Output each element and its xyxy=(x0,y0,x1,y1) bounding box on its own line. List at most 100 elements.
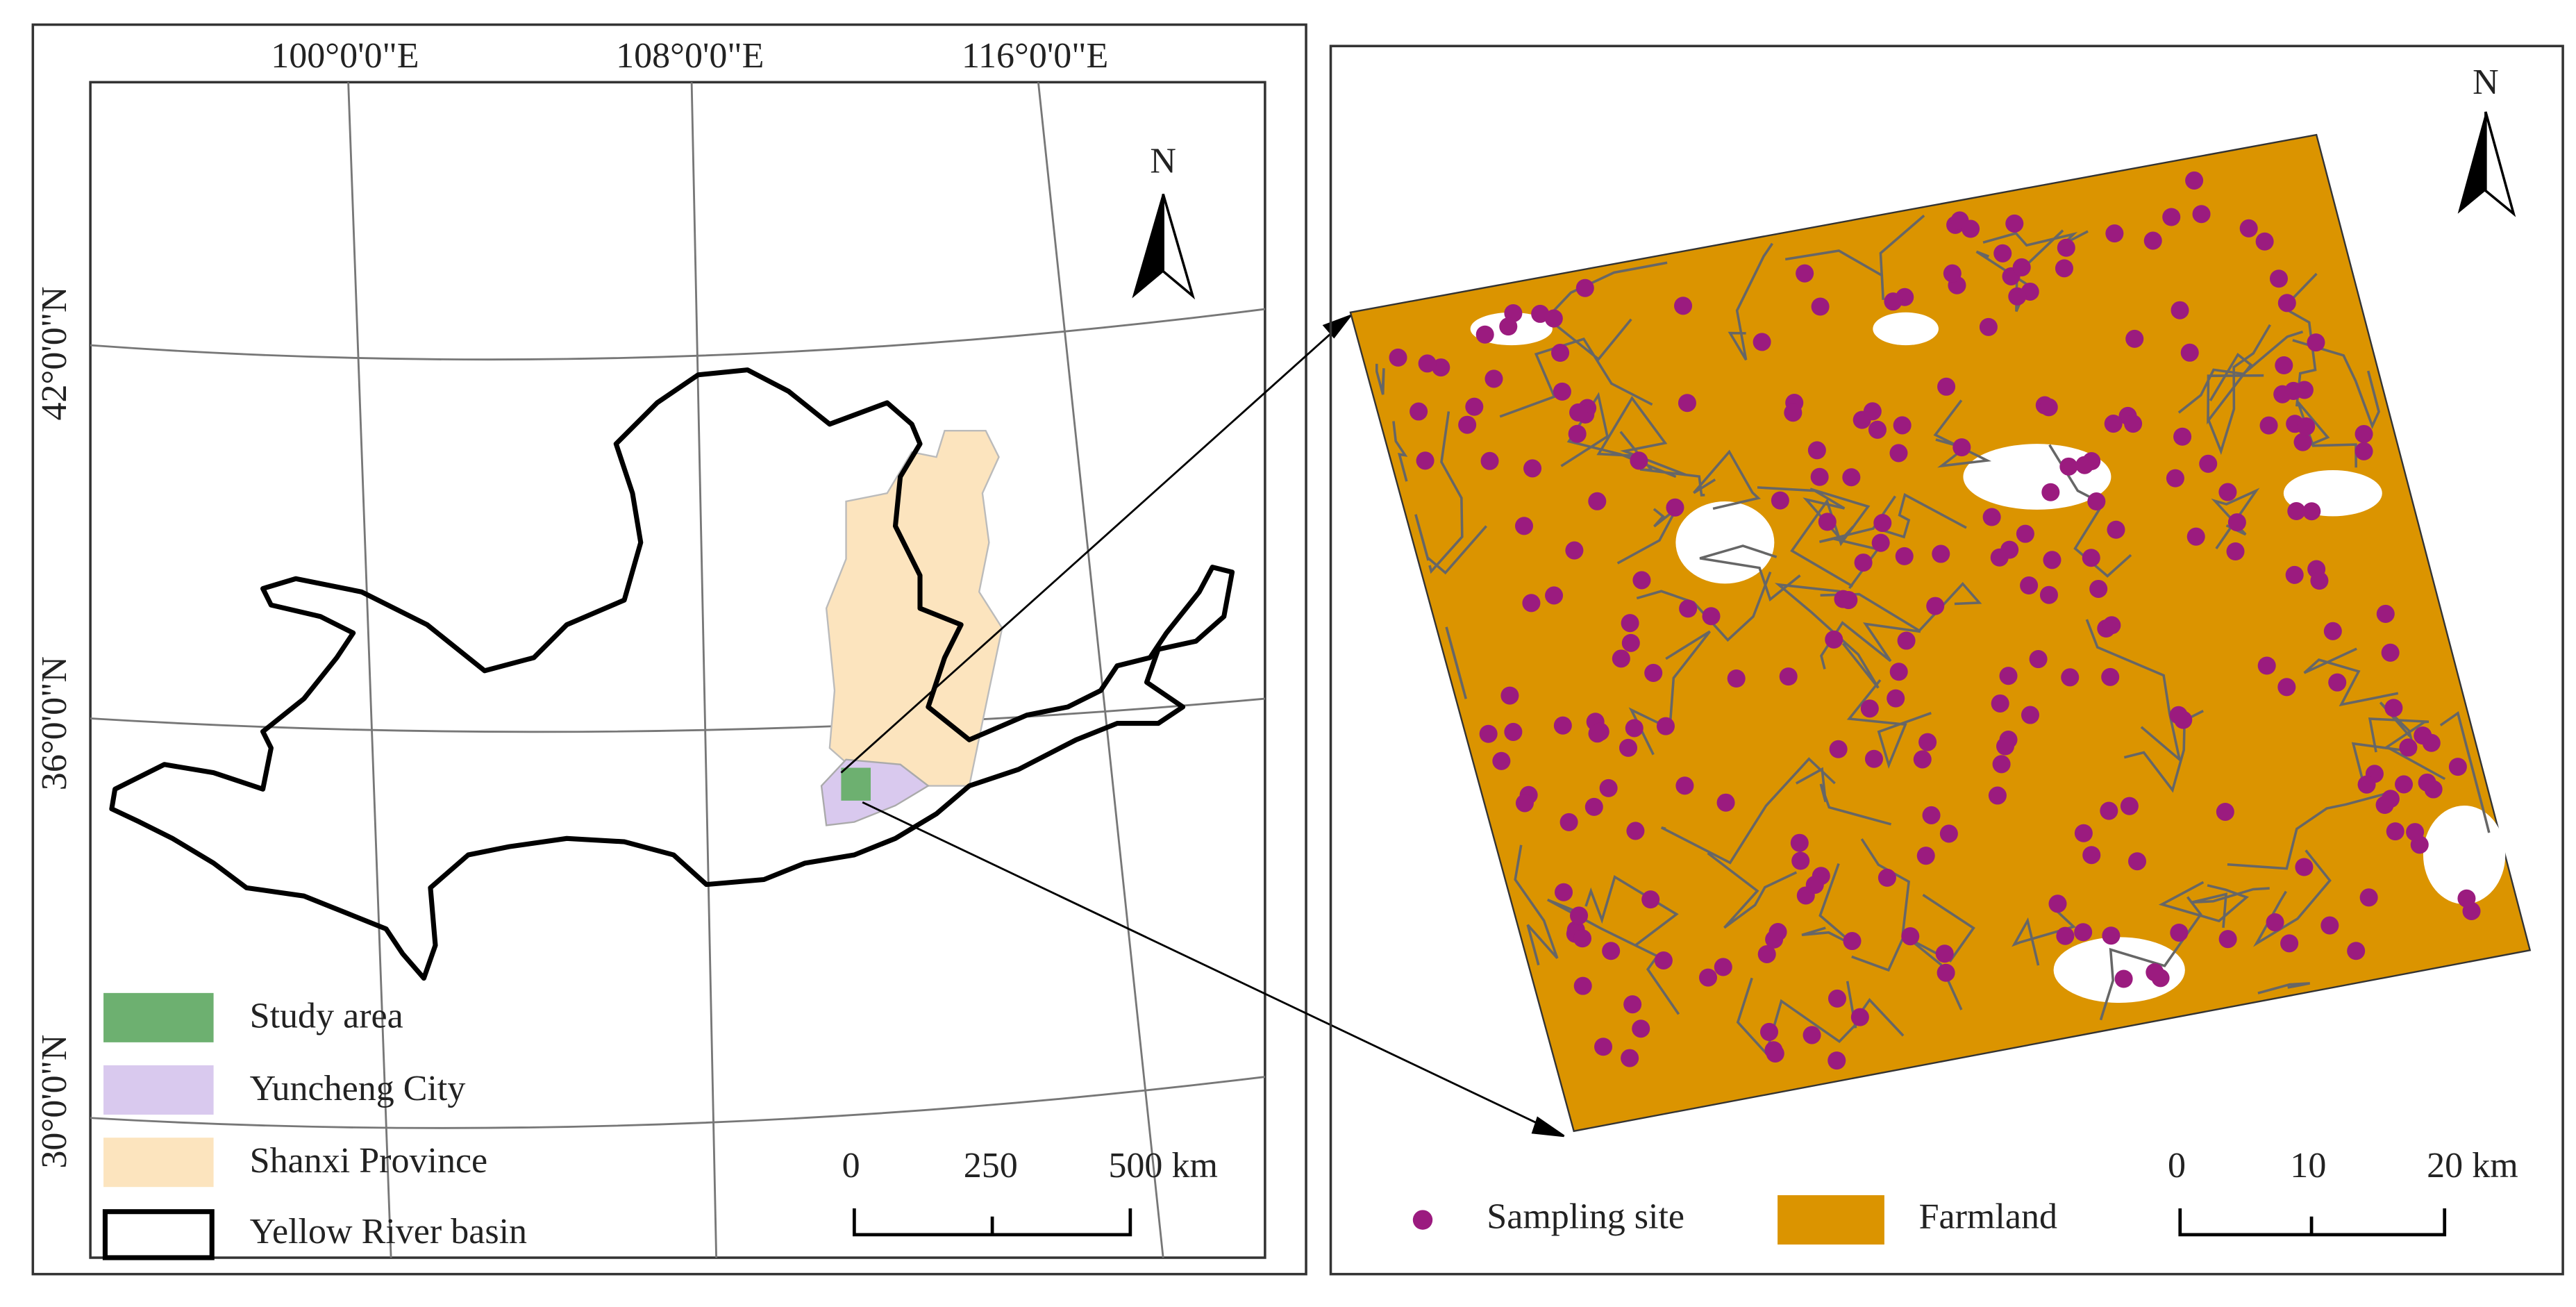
sampling-site xyxy=(2075,456,2094,474)
sampling-site xyxy=(1410,402,1428,421)
scale-bar xyxy=(852,1208,1132,1237)
sampling-site xyxy=(2128,852,2147,871)
parcel-line xyxy=(1545,261,1668,361)
longitude-label: 108°0'0"E xyxy=(616,36,764,76)
sampling-site xyxy=(2257,656,2276,675)
legend-swatch xyxy=(1412,1210,1433,1230)
legend-label: Yuncheng City xyxy=(250,1069,466,1108)
sampling-site xyxy=(1991,694,2009,713)
sampling-site xyxy=(1913,750,1932,769)
sampling-site xyxy=(2169,706,2188,724)
sampling-site xyxy=(1839,591,1858,610)
parallel xyxy=(90,308,1266,361)
sampling-site xyxy=(2166,469,2184,488)
legend-swatch xyxy=(103,992,214,1042)
sampling-site xyxy=(2418,773,2436,792)
sampling-site xyxy=(2328,673,2347,692)
sampling-site xyxy=(1432,358,1450,377)
sampling-site xyxy=(1893,416,1912,435)
sampling-site xyxy=(1630,451,1648,470)
sampling-site xyxy=(1500,686,1519,705)
connector-line xyxy=(840,318,1348,774)
hole xyxy=(2053,937,2185,1004)
sampling-site xyxy=(1612,649,1630,668)
sampling-site xyxy=(1988,786,2007,805)
sampling-site xyxy=(2041,483,2060,501)
sampling-site xyxy=(1559,813,1578,831)
sampling-site xyxy=(2114,969,2133,988)
sampling-site xyxy=(1619,738,1638,757)
sampling-site xyxy=(2101,667,2120,686)
sampling-site xyxy=(1514,517,1534,535)
sampling-site xyxy=(1887,689,1905,708)
sampling-site xyxy=(1569,403,1588,422)
sampling-site xyxy=(2055,259,2073,278)
parcel-line xyxy=(1693,449,1762,510)
sampling-site xyxy=(2273,385,2292,403)
meridian xyxy=(1037,82,1164,1258)
sampling-site xyxy=(2295,858,2314,876)
sampling-site xyxy=(1573,976,1592,995)
sampling-site xyxy=(1916,847,1935,865)
sampling-site xyxy=(2125,329,2144,348)
sampling-site xyxy=(2171,301,2189,319)
sampling-site xyxy=(1952,438,1971,457)
sampling-site xyxy=(1568,424,1587,443)
sampling-site xyxy=(1979,317,1998,336)
sampling-site xyxy=(1901,927,1920,946)
sampling-site xyxy=(1553,716,1572,735)
sampling-site xyxy=(1591,722,1609,741)
sampling-site xyxy=(1545,586,1564,605)
longitude-label: 116°0'0"E xyxy=(962,36,1108,76)
parcel-line xyxy=(1795,767,1892,826)
sampling-site xyxy=(2218,930,2237,949)
sampling-site xyxy=(1771,491,1789,510)
sampling-site xyxy=(1522,594,1541,613)
sampling-site xyxy=(1492,751,1511,770)
sampling-site xyxy=(1575,278,1594,297)
scale-label: 0 xyxy=(2168,1146,2186,1185)
sampling-site xyxy=(1678,394,1696,413)
sampling-site xyxy=(1714,958,1732,976)
sampling-site xyxy=(2280,934,2299,953)
parcel-line xyxy=(1375,363,1385,395)
sampling-site xyxy=(1918,733,1937,751)
legend-label: Farmland xyxy=(1919,1197,2057,1236)
sampling-site xyxy=(1873,514,1892,533)
sampling-site xyxy=(2347,942,2366,960)
sampling-site xyxy=(1850,1008,1869,1026)
sampling-site xyxy=(1389,348,1407,367)
sampling-site xyxy=(2105,224,2124,243)
scale-bar xyxy=(2178,1208,2447,1237)
hole xyxy=(1873,312,1939,346)
sampling-site xyxy=(1654,951,1673,969)
legend-swatch xyxy=(1778,1195,1884,1245)
sampling-site xyxy=(1868,420,1887,439)
parcel-line xyxy=(2191,887,2270,929)
sampling-site xyxy=(1544,309,1563,328)
sampling-site xyxy=(1553,382,1571,401)
sampling-site xyxy=(2021,706,2040,724)
sampling-site xyxy=(1829,740,1848,758)
sampling-site xyxy=(1805,876,1824,894)
sampling-site xyxy=(1937,377,1956,396)
sampling-site xyxy=(1854,553,1873,572)
sampling-site xyxy=(1675,776,1694,795)
sampling-site xyxy=(1623,995,1642,1014)
sampling-site xyxy=(1803,1026,1821,1044)
sampling-site xyxy=(2089,579,2108,598)
sampling-site xyxy=(1810,467,1829,486)
sampling-site xyxy=(1760,1022,1779,1041)
parcel-line xyxy=(1699,544,1801,602)
sampling-site xyxy=(1531,304,1550,323)
parcel-line xyxy=(2303,647,2399,707)
parcel-line xyxy=(1514,844,1559,966)
sampling-site xyxy=(1935,944,1954,963)
sampling-site xyxy=(2285,565,2304,584)
sampling-site xyxy=(2162,208,2181,226)
sampling-site xyxy=(1480,451,1499,470)
sampling-site xyxy=(2357,775,2376,794)
sampling-site xyxy=(2074,824,2093,842)
sampling-site xyxy=(1937,963,1955,982)
sampling-site xyxy=(1828,989,1846,1008)
